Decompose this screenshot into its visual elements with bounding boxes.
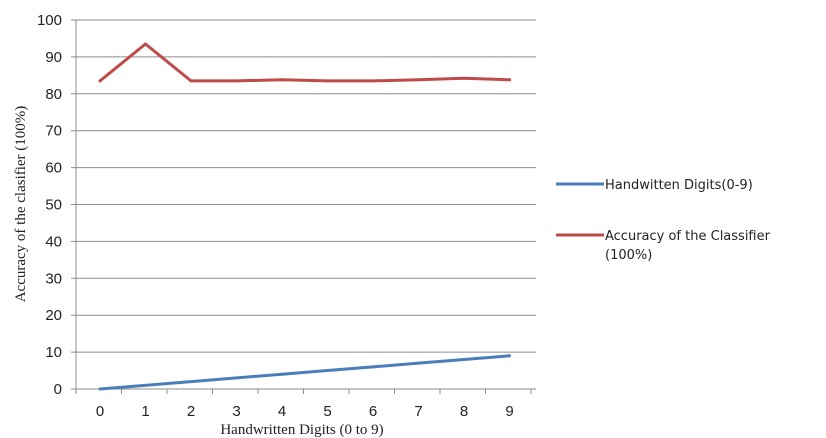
y-tick-label: 40 — [45, 233, 62, 250]
x-tick-label: 2 — [187, 403, 195, 420]
x-tick-label: 5 — [323, 403, 331, 420]
data-point — [462, 357, 466, 361]
data-point — [371, 79, 375, 83]
data-point — [98, 387, 102, 391]
x-tick-label: 7 — [414, 403, 422, 420]
data-point — [326, 369, 329, 373]
data-point — [144, 42, 147, 46]
data-point — [508, 354, 511, 358]
y-tick-label: 10 — [45, 344, 62, 361]
x-tick-label: 6 — [369, 403, 377, 420]
y-tick-label: 20 — [45, 307, 62, 324]
data-point — [280, 372, 284, 376]
y-tick-label: 0 — [54, 381, 62, 398]
series-line-0 — [98, 354, 511, 391]
x-tick-label: 9 — [505, 403, 513, 420]
y-tick-label: 100 — [37, 12, 62, 29]
x-tick-label: 8 — [460, 403, 468, 420]
data-point — [235, 376, 238, 380]
x-tick-label: 4 — [278, 403, 286, 420]
data-point — [144, 383, 147, 387]
data-point — [280, 78, 284, 82]
data-point — [417, 361, 420, 365]
data-point — [462, 76, 466, 80]
data-point — [235, 79, 238, 83]
y-tick-label: 90 — [45, 49, 62, 66]
legend: Handwitten Digits(0-9) Accuracy of the Cl… — [556, 178, 771, 263]
axes — [71, 19, 536, 394]
series-line-1 — [98, 42, 511, 83]
legend-label: Accuracy of the Classifier — [605, 229, 771, 244]
y-tick-label: 80 — [45, 86, 62, 103]
x-tick-labels: 0 1 2 3 4 5 6 7 8 9 — [96, 403, 514, 420]
x-tick-label: 3 — [232, 403, 240, 420]
y-tick-label: 50 — [45, 197, 62, 214]
y-tick-label: 70 — [45, 123, 62, 140]
x-axis-title: Handwritten Digits (0 to 9) — [220, 422, 383, 438]
x-tick-label: 1 — [141, 403, 149, 420]
y-axis-title: Accuracy of the clasifier (100%) — [13, 106, 29, 303]
data-point — [508, 78, 511, 82]
data-point — [189, 79, 193, 83]
data-point — [371, 365, 375, 369]
data-point — [189, 380, 193, 384]
x-tick-label: 0 — [96, 403, 104, 420]
legend-label: (100%) — [605, 248, 652, 263]
data-point — [417, 78, 420, 82]
legend-label: Handwitten Digits(0-9) — [605, 178, 753, 193]
y-tick-label: 60 — [45, 160, 62, 177]
y-tick-labels: 0 10 20 30 40 50 60 70 80 90 100 — [37, 12, 62, 398]
gridlines — [76, 19, 536, 353]
y-tick-label: 30 — [45, 270, 62, 287]
data-point — [98, 79, 102, 83]
data-point — [326, 79, 329, 83]
series-lines — [98, 42, 511, 391]
